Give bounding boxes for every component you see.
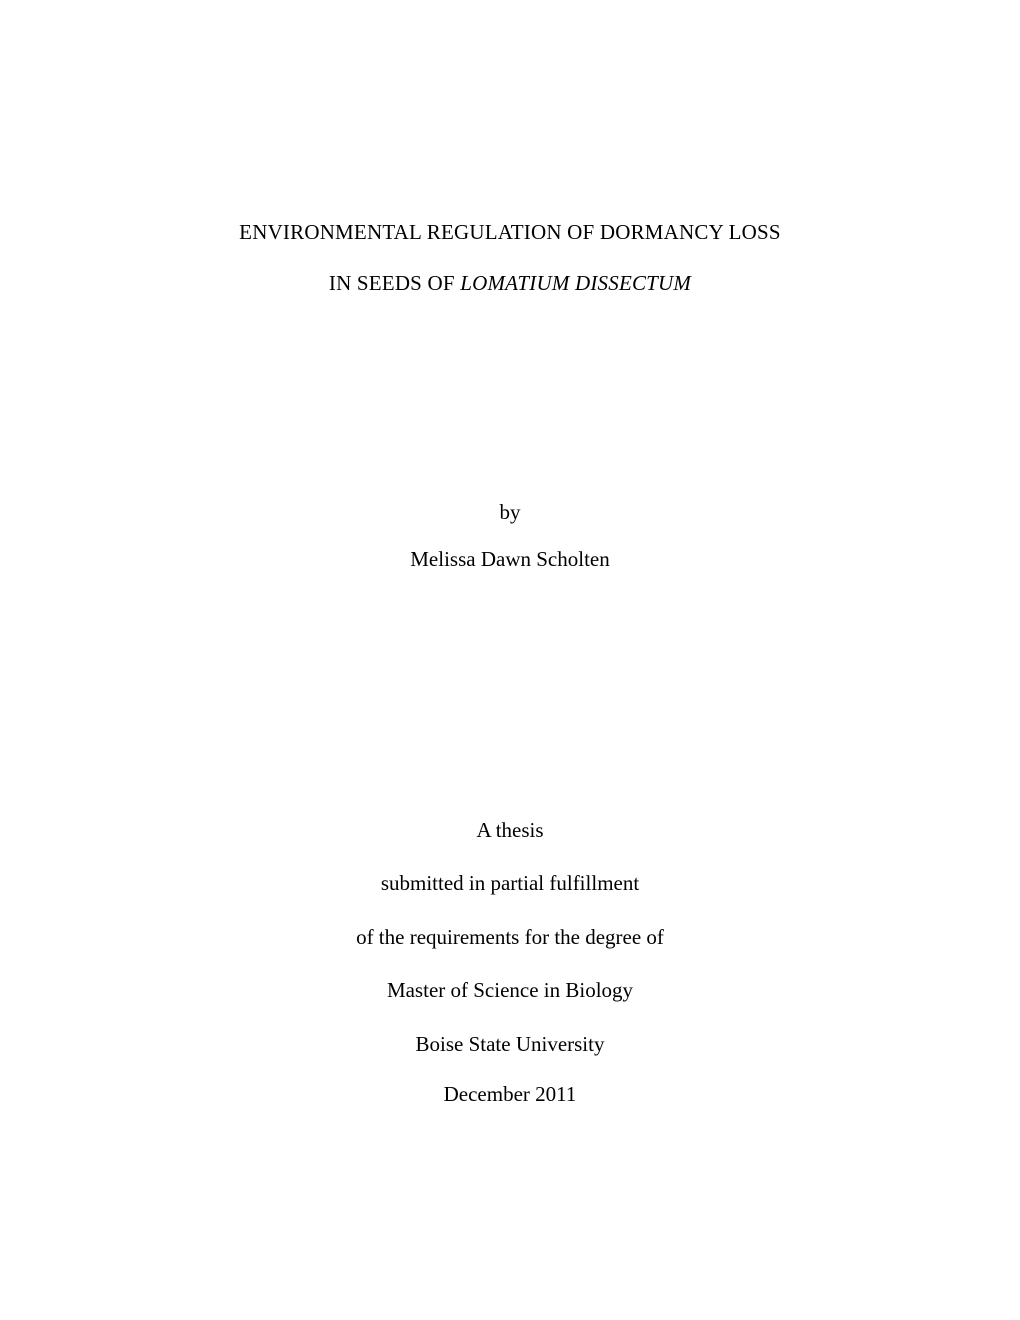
- title-line-2: IN SEEDS OF LOMATIUM DISSECTUM: [0, 269, 1020, 298]
- date-block: December 2011: [0, 1082, 1020, 1107]
- author-name: Melissa Dawn Scholten: [0, 547, 1020, 572]
- date-value: December 2011: [0, 1082, 1020, 1107]
- author-block: by Melissa Dawn Scholten: [0, 500, 1020, 572]
- description-line-5: Boise State University: [0, 1030, 1020, 1059]
- description-block: A thesis submitted in partial fulfillmen…: [0, 816, 1020, 1059]
- title-line-2-italic: LOMATIUM DISSECTUM: [460, 271, 691, 295]
- title-block: ENVIRONMENTAL REGULATION OF DORMANCY LOS…: [0, 218, 1020, 299]
- by-label: by: [0, 500, 1020, 525]
- title-line-2-prefix: IN SEEDS OF: [329, 271, 460, 295]
- description-line-1: A thesis: [0, 816, 1020, 845]
- title-line-1: ENVIRONMENTAL REGULATION OF DORMANCY LOS…: [0, 218, 1020, 247]
- thesis-title-page: ENVIRONMENTAL REGULATION OF DORMANCY LOS…: [0, 0, 1020, 1320]
- description-line-4: Master of Science in Biology: [0, 976, 1020, 1005]
- description-line-2: submitted in partial fulfillment: [0, 869, 1020, 898]
- description-line-3: of the requirements for the degree of: [0, 923, 1020, 952]
